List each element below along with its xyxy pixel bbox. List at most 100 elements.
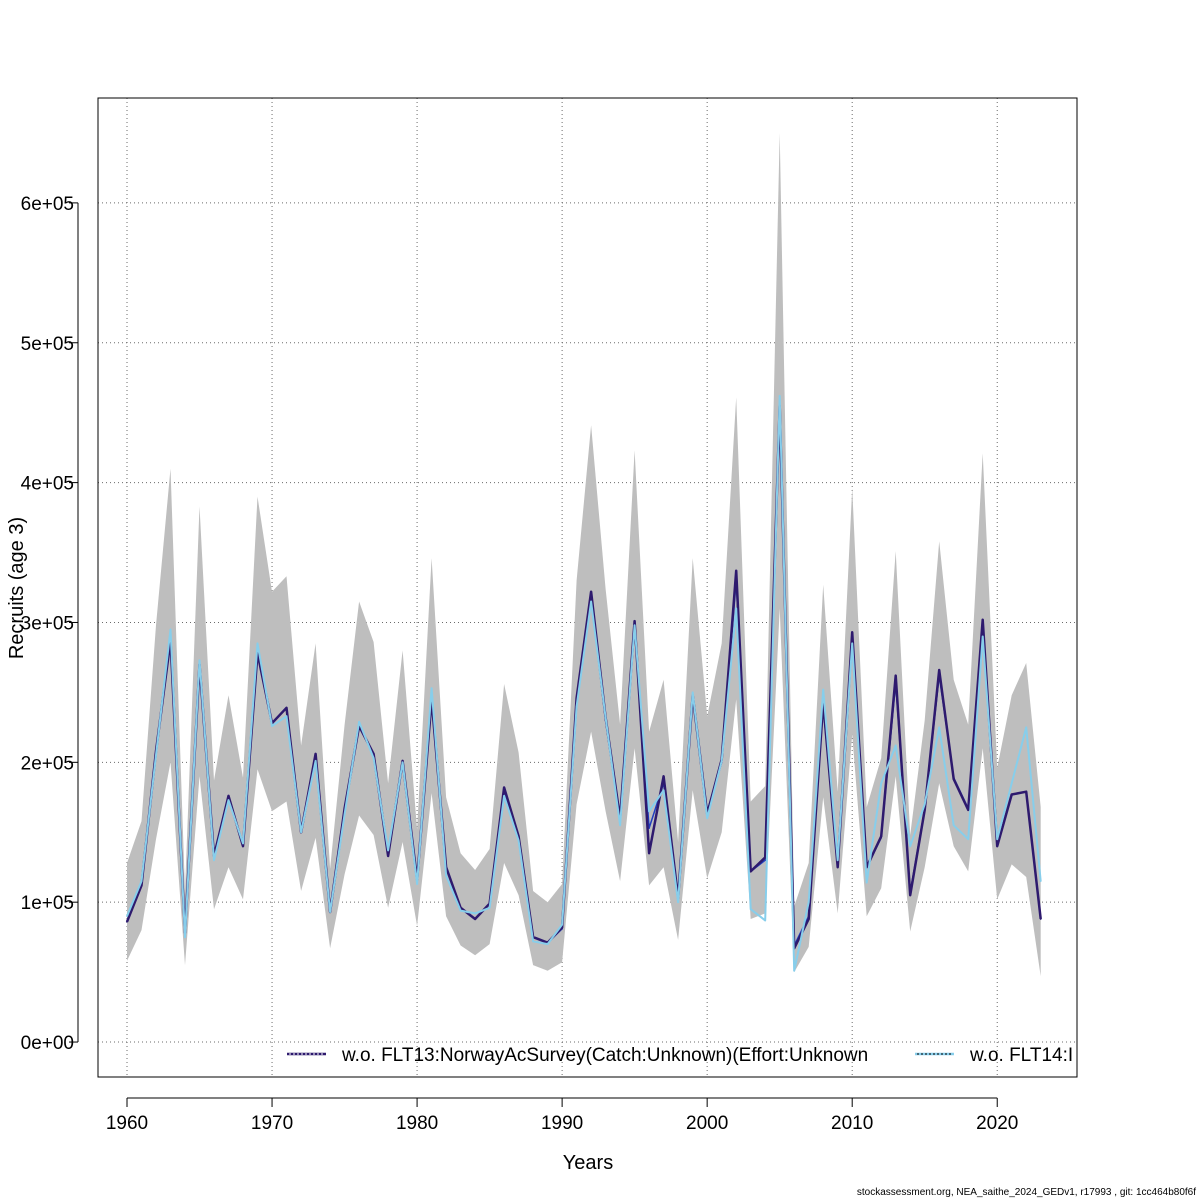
y-axis: 0e+00 1e+05 2e+05 3e+05 4e+05 5e+05 6e+05 xyxy=(21,194,79,1054)
y-tick-label: 1e+05 xyxy=(21,893,74,914)
data-point xyxy=(387,849,389,852)
data-point xyxy=(285,707,288,709)
data-point xyxy=(706,817,708,820)
data-point xyxy=(140,880,143,882)
data-point xyxy=(358,721,360,723)
data-point xyxy=(894,674,897,677)
x-axis-title: Years xyxy=(563,1152,613,1174)
data-point xyxy=(938,669,940,671)
data-point xyxy=(1039,880,1042,882)
data-point xyxy=(314,760,317,762)
data-point xyxy=(633,624,636,627)
data-point xyxy=(155,754,157,757)
confidence-band xyxy=(127,133,1041,977)
data-point xyxy=(314,753,317,755)
data-point xyxy=(996,838,998,840)
data-point xyxy=(242,845,244,847)
data-point xyxy=(300,831,302,834)
data-point xyxy=(517,839,520,842)
data-point xyxy=(285,715,288,717)
data-point xyxy=(242,842,244,845)
data-point xyxy=(184,936,186,938)
data-point xyxy=(981,618,984,621)
data-point xyxy=(822,688,824,691)
data-point xyxy=(140,884,143,887)
data-point xyxy=(474,912,476,915)
data-point xyxy=(677,901,679,903)
data-point xyxy=(445,874,447,877)
data-point xyxy=(662,789,665,792)
data-point xyxy=(807,918,810,920)
x-axis: 1960 1970 1980 1990 2000 2010 2020 xyxy=(106,1097,1018,1134)
data-point xyxy=(648,810,650,813)
data-point xyxy=(503,786,505,789)
series-3 xyxy=(126,394,1042,972)
data-point xyxy=(720,760,723,762)
confidence-band-group xyxy=(127,133,1041,977)
data-point xyxy=(590,600,592,603)
data-point xyxy=(865,881,868,884)
data-point xyxy=(764,859,766,861)
data-point xyxy=(1025,726,1027,729)
data-point xyxy=(952,778,955,780)
series-line-2 xyxy=(125,404,1042,950)
data-point xyxy=(387,855,389,857)
data-point xyxy=(1025,790,1027,793)
x-tick-label: 2010 xyxy=(831,1113,873,1134)
data-point xyxy=(256,642,259,645)
x-tick-label: 2000 xyxy=(686,1113,728,1134)
data-point xyxy=(793,969,795,972)
data-point xyxy=(851,642,853,645)
data-point xyxy=(401,761,404,764)
x-tick-label: 2020 xyxy=(976,1113,1018,1134)
data-point xyxy=(851,631,853,634)
data-point xyxy=(561,926,563,929)
x-tick-label: 1980 xyxy=(396,1113,438,1134)
data-point xyxy=(880,835,882,838)
data-point xyxy=(981,635,984,638)
data-point xyxy=(227,799,230,801)
legend-entry-1: w.o. FLT13:NorwayAcSurvey(Catch:Unknown)… xyxy=(287,1045,868,1066)
data-point xyxy=(416,883,418,885)
data-point xyxy=(691,691,694,694)
legend-label: w.o. FLT13:NorwayAcSurvey(Catch:Unknown)… xyxy=(341,1045,868,1066)
data-point xyxy=(778,395,781,397)
data-point xyxy=(488,907,491,909)
data-point xyxy=(735,569,737,572)
y-tick-label: 4e+05 xyxy=(21,474,74,495)
y-tick-label: 2e+05 xyxy=(21,753,74,774)
data-point xyxy=(633,620,636,622)
data-point xyxy=(909,894,911,896)
data-point xyxy=(952,824,955,827)
data-point xyxy=(923,809,926,811)
data-point xyxy=(996,845,998,847)
data-point xyxy=(604,716,607,719)
x-tick-label: 1970 xyxy=(251,1113,293,1134)
data-point xyxy=(271,725,273,727)
data-point xyxy=(459,909,462,912)
data-point xyxy=(938,726,940,729)
data-point xyxy=(532,940,534,943)
data-point xyxy=(590,590,592,593)
data-point xyxy=(764,856,766,859)
data-point xyxy=(807,901,810,903)
legend-label: w.o. FLT14:I xyxy=(969,1045,1073,1066)
data-point xyxy=(749,908,752,910)
plot-frame xyxy=(97,97,1078,1078)
data-point xyxy=(474,918,476,920)
data-point xyxy=(561,923,563,926)
data-point xyxy=(227,795,230,797)
data-point xyxy=(1010,782,1013,785)
data-point xyxy=(909,845,911,847)
data-point xyxy=(430,687,433,689)
data-point xyxy=(923,803,926,806)
data-point xyxy=(169,628,172,631)
x-tick-label: 1960 xyxy=(106,1113,148,1134)
data-point xyxy=(836,859,839,861)
y-tick-label: 3e+05 xyxy=(21,613,74,634)
legend-entry-2: w.o. FLT14:I xyxy=(915,1045,1073,1066)
data-point xyxy=(749,870,752,873)
data-point xyxy=(503,795,505,797)
data-point xyxy=(546,943,549,945)
